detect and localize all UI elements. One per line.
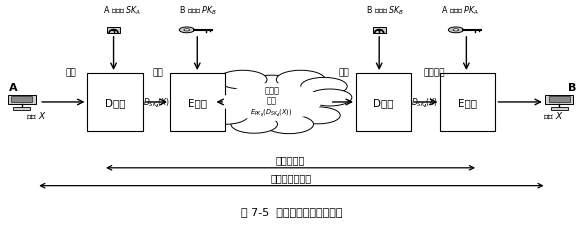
Text: $D_{SK_A}\!(X)$: $D_{SK_A}\!(X)$ [411, 96, 438, 109]
Text: E运算: E运算 [188, 97, 207, 108]
Text: A: A [9, 83, 18, 93]
Text: 签名: 签名 [66, 68, 77, 77]
Text: 加密与解密: 加密与解密 [276, 154, 305, 164]
Text: 加密: 加密 [153, 68, 164, 77]
Circle shape [184, 30, 190, 32]
Text: B 的私鑰 $SK_B$: B 的私鑰 $SK_B$ [366, 4, 405, 16]
Circle shape [301, 78, 347, 96]
FancyBboxPatch shape [170, 74, 225, 131]
FancyBboxPatch shape [11, 96, 32, 103]
FancyBboxPatch shape [107, 28, 120, 34]
Circle shape [196, 78, 242, 96]
Circle shape [231, 116, 277, 134]
Circle shape [308, 90, 352, 106]
FancyBboxPatch shape [549, 96, 570, 103]
FancyBboxPatch shape [88, 74, 142, 131]
Circle shape [265, 115, 314, 134]
Text: 密文: 密文 [267, 96, 277, 105]
Text: A 的公鑰 $PK_A$: A 的公鑰 $PK_A$ [442, 4, 479, 16]
Text: E运算: E运算 [458, 97, 477, 108]
Text: $E_{PK_B}(D_{SK_A}(X))$: $E_{PK_B}(D_{SK_A}(X))$ [251, 107, 293, 118]
Circle shape [218, 71, 267, 90]
FancyBboxPatch shape [373, 28, 385, 34]
Text: 互联网: 互联网 [264, 86, 279, 95]
Circle shape [111, 30, 116, 32]
Circle shape [202, 107, 248, 125]
Circle shape [179, 28, 194, 34]
FancyBboxPatch shape [8, 96, 36, 105]
Text: D运算: D运算 [105, 97, 125, 108]
Text: B 的公鑰 $PK_B$: B 的公鑰 $PK_B$ [179, 4, 217, 16]
Circle shape [453, 30, 459, 32]
Text: 明文 $X$: 明文 $X$ [543, 110, 564, 120]
FancyBboxPatch shape [440, 74, 495, 131]
FancyBboxPatch shape [545, 96, 573, 105]
Text: 图 7-5  具有保密性的数字签名: 图 7-5 具有保密性的数字签名 [241, 206, 343, 216]
Circle shape [377, 30, 381, 32]
Circle shape [296, 107, 340, 124]
Text: 解密: 解密 [339, 68, 350, 77]
Text: 签名与核实签名: 签名与核实签名 [271, 172, 312, 182]
Text: $D_{SK_A}\!(X)$: $D_{SK_A}\!(X)$ [142, 96, 170, 109]
Text: A 的私鑰 $SK_A$: A 的私鑰 $SK_A$ [103, 4, 141, 16]
FancyBboxPatch shape [356, 74, 411, 131]
Circle shape [223, 84, 321, 122]
Text: D运算: D运算 [373, 97, 394, 108]
Circle shape [276, 71, 325, 90]
Circle shape [242, 76, 301, 98]
Circle shape [192, 90, 235, 106]
FancyBboxPatch shape [551, 107, 568, 110]
Text: B: B [568, 83, 576, 93]
Text: 明文 $X$: 明文 $X$ [26, 110, 46, 120]
Circle shape [449, 28, 464, 34]
Text: 核实签名: 核实签名 [423, 68, 445, 77]
FancyBboxPatch shape [13, 107, 30, 110]
